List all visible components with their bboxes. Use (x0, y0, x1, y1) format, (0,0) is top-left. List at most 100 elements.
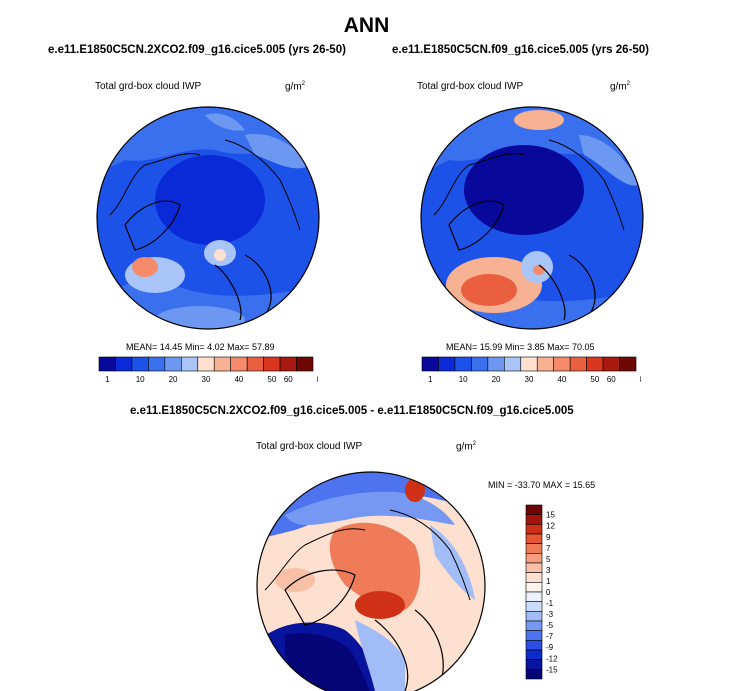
panel2-land-greenland (448, 200, 505, 251)
panel2-colorbar-box (504, 356, 522, 372)
panel1-colorbar-box (296, 356, 314, 372)
diff-polar-map (256, 471, 486, 691)
panel1-field-atlantic-max (132, 257, 158, 277)
panel1-colorbar-box (98, 356, 116, 372)
diff-colorbar-box (525, 649, 543, 660)
diff-field-barents-max (355, 591, 405, 619)
diff-colorbar-tick-label: -12 (546, 654, 558, 663)
diff-land-greenland (284, 569, 356, 626)
diff-colorbar: 15 12 9 7 5 3 1 0 -1 -3 -5 -7 -9 -12 -15 (525, 504, 558, 680)
diff-colorbar-box (525, 640, 543, 651)
diff-colorbar-tick-label: 12 (546, 522, 555, 531)
panel2-colorbar-box (602, 356, 620, 372)
panel2-field-europe-max (533, 265, 545, 275)
panel2-stats: MEAN= 15.99 Min= 3.85 Max= 70.05 (446, 342, 595, 352)
panel2-units: g/m2 (610, 81, 631, 93)
panel2-colorbar-tick-label: 30 (525, 375, 534, 384)
panel1-colorbar-tick-label: 10 (136, 375, 145, 384)
diff-colorbar-box (525, 659, 543, 670)
diff-colorbar-box (525, 572, 543, 583)
panel1-field-arctic-low (155, 155, 265, 245)
panel2-polar-map (420, 106, 644, 330)
diff-colorbar-box (525, 533, 543, 544)
panel1-land-europe (214, 254, 272, 321)
panel2-colorbar-box (487, 356, 505, 372)
panel1-case-title: e.e11.E1850C5CN.2XCO2.f09_g16.cice5.005 … (48, 44, 346, 56)
panel1-field-pacific-patch (245, 134, 310, 169)
diff-colorbar-box (525, 504, 543, 515)
panel2-colorbar-tick-label: 20 (492, 375, 501, 384)
panel1-colorbar-box (279, 356, 297, 372)
panel2-colorbar-box (471, 356, 489, 372)
panel2-colorbar-box (586, 356, 604, 372)
panel1-colorbar-box (197, 356, 215, 372)
panel1-colorbar: 1 10 20 30 40 50 60 80 (98, 356, 318, 384)
panel2-colorbar-tick-label: 1 (428, 375, 433, 384)
panel1-field-europe-max (214, 249, 226, 261)
panel1-colorbar-tick-label: 50 (267, 375, 276, 384)
panel2-colorbar-box (421, 356, 439, 372)
panel2-land-canada (433, 153, 525, 216)
diff-colorbar-box (525, 543, 543, 554)
panel1-colorbar-tick-label: 1 (105, 375, 110, 384)
panel2-land-europe (538, 254, 596, 321)
panel1-land-canada (109, 153, 201, 216)
diff-colorbar-tick-label: 15 (546, 511, 555, 520)
panel1-colorbar-box (181, 356, 199, 372)
panel1-land-siberia (224, 139, 301, 231)
diff-units: g/m2 (456, 441, 477, 453)
panel2-field-pacific-patch (579, 135, 639, 186)
panel1-colorbar-box (246, 356, 264, 372)
panel1-colorbar-box (213, 356, 231, 372)
panel1-colorbar-box (263, 356, 281, 372)
panel1-map-border (96, 106, 320, 330)
panel2-field-arctic-low (464, 145, 584, 235)
diff-colorbar-tick-label: 1 (546, 577, 551, 586)
panel1-colorbar-box (164, 356, 182, 372)
panel1-variable-label: Total grd-box cloud IWP (95, 81, 202, 92)
panel1-colorbar-tick-label: 40 (234, 375, 243, 384)
diff-colorbar-box (525, 620, 543, 631)
diff-colorbar-box (525, 611, 543, 622)
diff-colorbar-tick-label: -9 (546, 643, 554, 652)
panel2-colorbar-tick-label: 80 (640, 375, 641, 384)
panel1-colorbar-box (115, 356, 133, 372)
diff-colorbar-tick-label: -15 (546, 665, 558, 674)
panel2-colorbar-box (520, 356, 538, 372)
diff-variable-label: Total grd-box cloud IWP (256, 441, 363, 452)
panel2-map-border (420, 106, 644, 330)
panel1-colorbar-tick-label: 80 (317, 375, 318, 384)
panel2-field-north-max (514, 110, 564, 130)
panel1-colorbar-tick-label: 20 (169, 375, 178, 384)
diff-colorbar-tick-label: 9 (546, 533, 551, 542)
panel2-colorbar-box (536, 356, 554, 372)
panel1-polar-map (96, 106, 320, 330)
panel1-colorbar-tick-label: 60 (284, 375, 293, 384)
panel2-colorbar-tick-label: 50 (590, 375, 599, 384)
panel1-colorbar-box (230, 356, 248, 372)
diff-field-arctic-positive (329, 522, 421, 611)
diff-colorbar-tick-label: 0 (546, 588, 551, 597)
diff-colorbar-tick-label: -7 (546, 632, 554, 641)
diff-colorbar-box (525, 630, 543, 641)
diff-field-north-max (405, 478, 425, 502)
diff-colorbar-box (525, 524, 543, 535)
diff-colorbar-tick-label: -5 (546, 621, 554, 630)
panel2-colorbar-box (454, 356, 472, 372)
diff-colorbar-tick-label: -3 (546, 610, 554, 619)
panel1-land-greenland (124, 200, 181, 251)
diff-land-siberia (389, 509, 471, 601)
panel1-colorbar-tick-label: 30 (202, 375, 211, 384)
panel2-colorbar-tick-label: 10 (459, 375, 468, 384)
diff-colorbar-box (525, 582, 543, 593)
panel2-colorbar-tick-label: 60 (607, 375, 616, 384)
panel1-field-north-patch (205, 113, 245, 131)
diff-colorbar-tick-label: -1 (546, 599, 554, 608)
panel1-colorbar-box (148, 356, 166, 372)
panel1-stats: MEAN= 14.45 Min= 4.02 Max= 57.89 (126, 342, 275, 352)
diff-field-west-positive (275, 568, 315, 592)
diff-colorbar-tick-label: 7 (546, 544, 551, 553)
panel2-colorbar: 1 10 20 30 40 50 60 80 (421, 356, 641, 384)
panel2-land-siberia (548, 139, 625, 231)
diff-colorbar-box (525, 669, 543, 680)
